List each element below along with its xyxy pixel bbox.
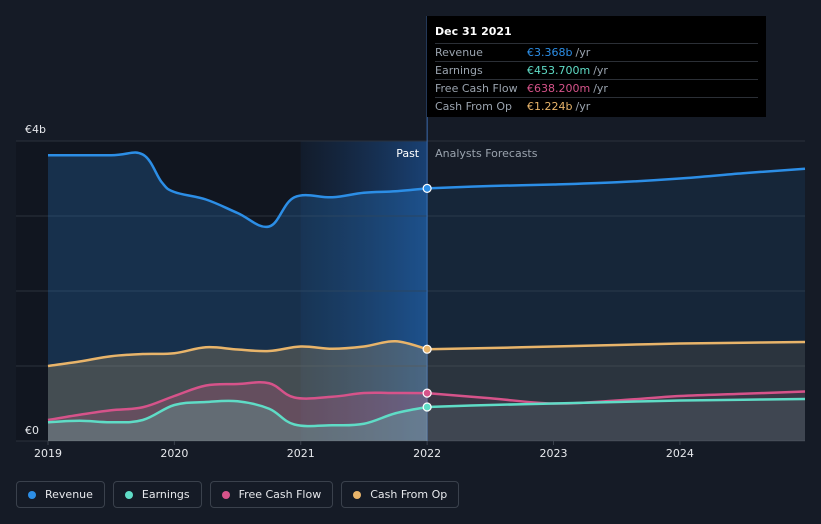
cash-from-op-past-line	[47, 339, 428, 368]
tooltip-row-unit: /yr	[593, 82, 608, 95]
tooltip-row-value: €638.200m	[527, 82, 591, 95]
tooltip-row-name: Revenue	[435, 46, 483, 59]
tooltip-row-name: Free Cash Flow	[435, 82, 518, 95]
legend-dot-icon	[124, 490, 133, 499]
legend-dot-icon	[28, 490, 36, 499]
revenue-marker	[422, 183, 432, 193]
earnings-forecast-line	[427, 397, 806, 409]
forecast-label: Analysts Forecasts	[435, 147, 538, 160]
legend: Revenue Earnings Free Cash Flow Cash Fro…	[16, 481, 460, 508]
cash-from-op-past-area	[48, 341, 428, 441]
tooltip-row-value: €1.224b	[527, 100, 573, 113]
x-tick-label: 2021	[287, 447, 315, 460]
free-cash-flow-marker	[422, 388, 432, 398]
legend-item-revenue[interactable]: Revenue	[16, 481, 105, 508]
y-tick-label: €0	[25, 424, 39, 437]
tooltip-row-unit: /yr	[575, 46, 591, 59]
tooltip-date: Dec 31 2021	[435, 25, 512, 38]
free-cash-flow-past-line	[47, 381, 428, 422]
legend-item-earnings[interactable]: Earnings	[112, 481, 202, 508]
legend-dot-icon	[221, 490, 230, 499]
earnings-past-area	[48, 400, 428, 441]
legend-label: Revenue	[45, 488, 93, 501]
earnings-past-line	[47, 399, 428, 428]
tooltip-row-unit: /yr	[575, 100, 591, 113]
earnings-marker	[422, 402, 432, 412]
x-tick-label: 2020	[160, 447, 188, 460]
tooltip-row-name: Cash From Op	[435, 100, 513, 113]
free-cash-flow-forecast-line	[427, 390, 806, 405]
x-tick-label: 2019	[34, 447, 62, 460]
legend-item-cash-from-op[interactable]: Cash From Op	[341, 481, 460, 508]
cash-from-op-forecast-area	[427, 342, 805, 441]
tooltip-row-free-cash-flow: Free Cash Flow €638.200m /yr	[435, 79, 758, 97]
legend-dot-icon	[353, 490, 362, 499]
tooltip-row-earnings: Earnings €453.700m /yr	[435, 61, 758, 79]
tooltip-row-value: €3.368b	[527, 46, 573, 59]
tooltip-row-name: Earnings	[435, 64, 483, 77]
tooltip-row-value: €453.700m	[527, 64, 591, 77]
tooltip-row-revenue: Revenue €3.368b /yr	[435, 43, 758, 61]
revenue-past-line	[47, 151, 428, 229]
legend-label: Free Cash Flow	[238, 488, 322, 501]
x-tick-label: 2024	[666, 447, 694, 460]
cash-from-op-marker	[422, 344, 432, 354]
tooltip-row-unit: /yr	[593, 64, 608, 77]
earnings-forecast-area	[427, 399, 805, 441]
x-tick-label: 2022	[413, 447, 441, 460]
revenue-forecast-area	[427, 168, 805, 441]
tooltip-row-cash-from-op: Cash From Op €1.224b /yr	[435, 97, 758, 115]
revenue-past-area	[48, 152, 428, 442]
legend-item-free-cash-flow[interactable]: Free Cash Flow	[209, 481, 334, 508]
tooltip: Dec 31 2021 Revenue €3.368b /yr Earnings…	[427, 16, 766, 117]
x-tick-label: 2023	[540, 447, 568, 460]
y-tick-label: €4b	[25, 123, 46, 136]
cash-from-op-forecast-line	[427, 340, 806, 351]
revenue-forecast-line	[427, 167, 806, 190]
legend-label: Cash From Op	[370, 488, 448, 501]
legend-label: Earnings	[141, 488, 190, 501]
past-label: Past	[396, 147, 420, 160]
